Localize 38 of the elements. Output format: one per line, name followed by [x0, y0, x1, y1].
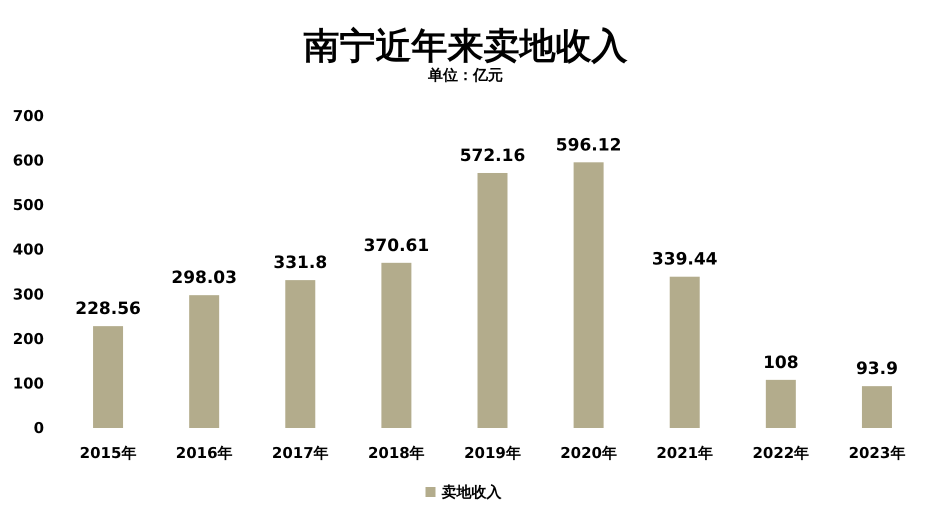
- bar: [670, 276, 700, 428]
- x-tick-label: 2018年: [368, 444, 425, 462]
- y-tick-label: 0: [34, 419, 44, 437]
- chart-title: 南宁近年来卖地收入: [304, 26, 628, 67]
- y-tick-label: 200: [12, 330, 44, 348]
- legend-label: 卖地收入: [442, 483, 502, 501]
- bar: [574, 162, 604, 428]
- x-tick-label: 2023年: [848, 444, 906, 462]
- data-label: 108: [763, 352, 799, 373]
- x-tick-label: 2015年: [80, 444, 136, 462]
- chart-subtitle: 单位：亿元: [427, 66, 503, 84]
- x-tick-label: 2016年: [176, 444, 233, 462]
- x-tick-label: 2021年: [656, 444, 714, 462]
- y-tick-label: 400: [12, 240, 44, 259]
- x-tick-label: 2019年: [464, 444, 521, 462]
- data-label: 572.16: [460, 146, 526, 166]
- bar: [93, 326, 124, 428]
- bar: [189, 295, 220, 428]
- data-label: 370.61: [364, 236, 430, 256]
- x-tick-label: 2022年: [752, 444, 810, 462]
- x-tick-label: 2017年: [272, 444, 329, 462]
- y-tick-label: 700: [12, 107, 44, 125]
- bar: [862, 386, 892, 428]
- x-tick-label: 2020年: [560, 444, 617, 462]
- y-tick-label: 500: [12, 196, 44, 214]
- data-label: 93.9: [856, 359, 898, 380]
- y-tick-label: 300: [12, 285, 44, 304]
- bar: [478, 172, 508, 428]
- bar: [381, 262, 412, 428]
- data-label: 596.12: [556, 135, 622, 156]
- data-label: 331.8: [273, 253, 328, 274]
- bar: [766, 380, 796, 428]
- y-tick-label: 100: [12, 374, 44, 392]
- data-label: 298.03: [171, 268, 237, 288]
- data-label: 228.56: [75, 299, 141, 320]
- y-tick-label: 600: [12, 152, 44, 170]
- bar: [285, 280, 316, 428]
- data-label: 339.44: [652, 250, 718, 270]
